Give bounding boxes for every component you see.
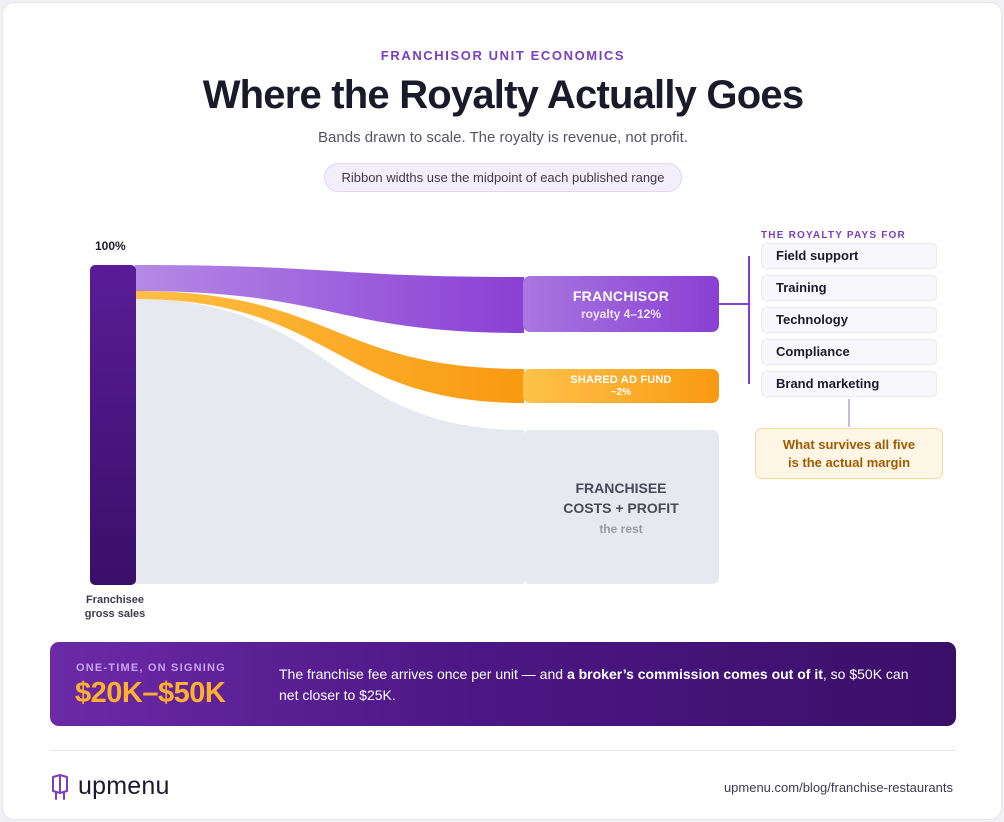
upmenu-logo-text: upmenu — [78, 772, 170, 800]
banner-kicker: ONE-TIME, ON SIGNING — [76, 662, 226, 674]
node-franchisor: FRANCHISOR royalty 4–12% — [523, 276, 719, 332]
page-title: Where the Royalty Actually Goes — [202, 73, 804, 117]
source-caption: Franchisee gross sales — [67, 593, 163, 621]
banner-text-before: The franchise fee arrives once per unit … — [279, 666, 567, 682]
node-franchisee-label-line1: FRANCHISEE — [575, 480, 667, 496]
pays-item-compliance: Compliance — [761, 339, 937, 365]
pays-item-brand-marketing: Brand marketing — [761, 371, 937, 397]
banner-text-after: , so $50K can net closer to $25K. — [279, 666, 909, 703]
footer-divider — [50, 750, 956, 751]
pays-item-training: Training — [761, 275, 937, 301]
eyebrow-label: FRANCHISOR UNIT ECONOMICS — [380, 48, 626, 63]
upmenu-logo[interactable]: upmenu — [50, 772, 170, 801]
node-franchisor-sublabel: royalty 4–12% — [580, 306, 662, 321]
node-franchisor-label: FRANCHISOR — [572, 287, 670, 304]
node-ad-fund-sublabel: ~2% — [610, 387, 632, 398]
royalty-pays-heading: THE ROYALTY PAYS FOR — [761, 230, 906, 241]
banner-amount: $20K–$50K — [75, 677, 226, 709]
note-pill-wrap: Ribbon widths use the midpoint of each p… — [3, 163, 1003, 192]
survive-note-line2: is the actual margin — [787, 455, 911, 470]
banner-text: The franchise fee arrives once per unit … — [279, 664, 929, 706]
franchise-fee-banner: ONE-TIME, ON SIGNING $20K–$50K The franc… — [50, 642, 956, 726]
upmenu-logo-icon — [52, 773, 68, 800]
node-franchisee: FRANCHISEE COSTS + PROFIT the rest — [523, 430, 719, 584]
banner-text-bold: a broker’s commission comes out of it — [566, 666, 823, 682]
node-franchisee-label-line2: COSTS + PROFIT — [563, 500, 679, 516]
ribbon-ad-fund — [135, 291, 524, 403]
source-caption-line1: Franchisee — [85, 594, 145, 606]
footer-url-link[interactable]: upmenu.com/blog/franchise-restaurants — [723, 780, 953, 795]
node-ad-fund: SHARED AD FUND ~2% — [523, 369, 719, 403]
survive-note-line1: What survives all five — [782, 437, 916, 452]
survive-note: What survives all five is the actual mar… — [755, 428, 943, 479]
node-ad-fund-label: SHARED AD FUND — [570, 374, 672, 386]
source-bar — [90, 265, 136, 585]
node-franchisee-sublabel: the rest — [599, 522, 643, 536]
source-percent: 100% — [95, 239, 126, 253]
pays-item-field-support: Field support — [761, 243, 937, 269]
ribbon-franchisee — [135, 299, 524, 584]
ribbon-franchisor — [135, 265, 524, 333]
page-subtitle: Bands drawn to scale. The royalty is rev… — [318, 129, 688, 146]
royalty-pays-list: Field support Training Technology Compli… — [761, 243, 937, 403]
method-note-pill: Ribbon widths use the midpoint of each p… — [324, 163, 682, 192]
sankey-diagram — [90, 256, 850, 585]
pays-item-technology: Technology — [761, 307, 937, 333]
source-caption-line2: gross sales — [84, 608, 146, 620]
